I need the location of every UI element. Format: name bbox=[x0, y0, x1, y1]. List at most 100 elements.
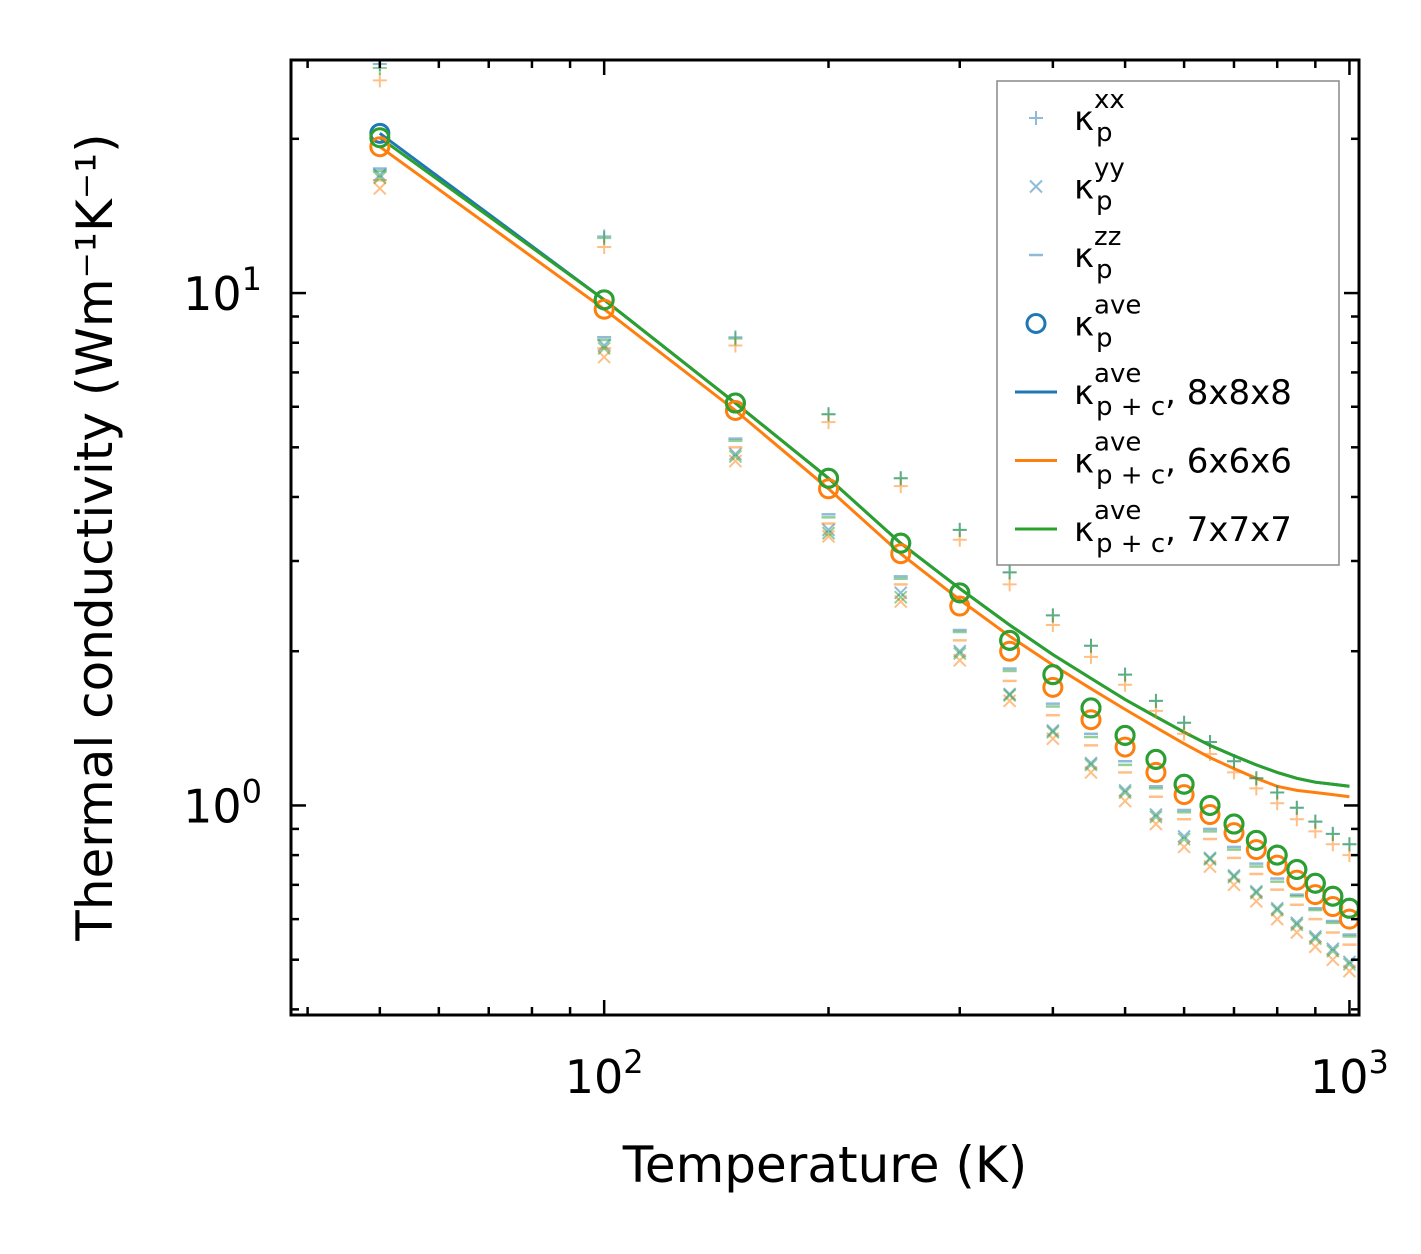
plot-frame bbox=[289, 58, 1361, 1017]
point-kyy-7x7x7-200 bbox=[821, 526, 836, 540]
point-kave-6x6x6-100 bbox=[593, 298, 615, 320]
point-kave-7x7x7-450 bbox=[1080, 697, 1102, 719]
point-kave-7x7x7-150 bbox=[724, 392, 746, 414]
point-kave-7x7x7-550 bbox=[1145, 748, 1167, 770]
point-kxx-7x7x7-950 bbox=[1325, 826, 1340, 841]
point-kyy-6x6x6-250 bbox=[894, 594, 908, 609]
point-kyy-6x6x6-150 bbox=[728, 454, 743, 468]
point-kave-6x6x6-800 bbox=[1266, 854, 1288, 876]
point-kave-6x6x6-600 bbox=[1173, 784, 1195, 806]
point-kave-7x7x7-950 bbox=[1322, 885, 1344, 907]
point-kave-6x6x6-550 bbox=[1145, 761, 1167, 783]
point-kave-7x7x7-200 bbox=[818, 467, 840, 489]
point-kave-6x6x6-650 bbox=[1199, 804, 1221, 826]
point-kyy-7x7x7-850 bbox=[1290, 918, 1304, 932]
point-kxx-7x7x7-450 bbox=[1083, 638, 1098, 653]
point-kyy-7x7x7-250 bbox=[894, 590, 908, 604]
point-kxx-7x7x7-550 bbox=[1148, 693, 1163, 708]
point-kyy-8x8x8-950 bbox=[1326, 942, 1340, 956]
point-kave-6x6x6-700 bbox=[1223, 822, 1245, 844]
point-kave-6x6x6-200 bbox=[818, 478, 840, 500]
point-kxx-7x7x7-200 bbox=[821, 407, 836, 422]
point-kyy-6x6x6-300 bbox=[953, 653, 967, 668]
axis-ticks bbox=[291, 60, 1359, 1015]
point-kyy-7x7x7-550 bbox=[1149, 810, 1163, 824]
legend-entry-3: κave p bbox=[1074, 291, 1141, 354]
point-kyy-7x7x7-150 bbox=[728, 449, 743, 464]
axis-tick-labels: 102 103 100 101 bbox=[183, 260, 1389, 1104]
point-kyy-7x7x7-900 bbox=[1308, 931, 1323, 946]
point-kyy-8x8x8-500 bbox=[1118, 783, 1132, 798]
point-kyy-7x7x7-800 bbox=[1270, 903, 1284, 917]
point-kxx-7x7x7-350 bbox=[1002, 565, 1017, 580]
point-kyy-7x7x7-650 bbox=[1203, 852, 1217, 867]
point-kyy-6x6x6-350 bbox=[1002, 694, 1017, 708]
point-kxx-6x6x6-650 bbox=[1203, 747, 1217, 762]
point-kave-7x7x7-600 bbox=[1173, 773, 1195, 795]
point-kxx-7x7x7-300 bbox=[952, 522, 967, 537]
point-kxx-7x7x7-100 bbox=[597, 231, 612, 246]
point-kave-7x7x7-500 bbox=[1114, 724, 1136, 746]
point-kxx-7x7x7-900 bbox=[1308, 814, 1323, 829]
point-kave-7x7x7-400 bbox=[1042, 664, 1064, 686]
x-tick-label-100: 102 bbox=[565, 1043, 644, 1104]
point-kave-7x7x7-750 bbox=[1245, 829, 1267, 851]
point-kave-6x6x6-300 bbox=[949, 595, 971, 617]
point-kave-7x7x7-850 bbox=[1286, 858, 1308, 880]
y-tick-label-1: 100 bbox=[183, 772, 262, 833]
y-tick-label-10: 101 bbox=[183, 260, 262, 321]
point-kave-6x6x6-50 bbox=[369, 136, 391, 158]
point-kyy-7x7x7-950 bbox=[1326, 944, 1340, 958]
point-kave-6x6x6-400 bbox=[1042, 676, 1064, 698]
point-kxx-7x7x7-1000 bbox=[1342, 837, 1357, 852]
point-kyy-8x8x8-850 bbox=[1290, 916, 1304, 930]
point-kave-6x6x6-350 bbox=[999, 640, 1021, 662]
point-kxx-6x6x6-350 bbox=[1002, 577, 1017, 592]
line-ktotal-7x7x7 bbox=[378, 136, 1350, 788]
point-kxx-7x7x7-850 bbox=[1289, 800, 1304, 815]
point-kyy-7x7x7-300 bbox=[953, 646, 967, 661]
point-kave-7x7x7-250 bbox=[890, 532, 912, 554]
point-kyy-8x8x8-900 bbox=[1308, 929, 1323, 944]
point-kxx-6x6x6-50 bbox=[372, 73, 387, 88]
x-axis-label: Temperature (K) bbox=[622, 1136, 1027, 1194]
point-kave-7x7x7-650 bbox=[1199, 794, 1221, 816]
point-kyy-7x7x7-350 bbox=[1002, 688, 1017, 703]
point-kyy-7x7x7-50 bbox=[373, 170, 387, 185]
legend-entry-2: κzz p bbox=[1074, 222, 1121, 285]
point-kxx-7x7x7-750 bbox=[1249, 771, 1264, 786]
point-kxx-7x7x7-700 bbox=[1226, 754, 1241, 769]
point-kave-6x6x6-750 bbox=[1245, 839, 1267, 861]
point-kyy-8x8x8-550 bbox=[1149, 807, 1163, 822]
point-kave-6x6x6-150 bbox=[724, 399, 746, 421]
point-kave-7x7x7-900 bbox=[1304, 872, 1326, 894]
point-kyy-6x6x6-200 bbox=[821, 529, 836, 544]
point-kyy-6x6x6-50 bbox=[373, 181, 387, 196]
point-kxx-7x7x7-400 bbox=[1045, 608, 1060, 623]
point-kxx-7x7x7-250 bbox=[893, 471, 908, 486]
point-kyy-7x7x7-500 bbox=[1118, 785, 1132, 800]
point-kxx-7x7x7-800 bbox=[1270, 785, 1285, 800]
legend-entry-4: κave p + c, 8x8x8 bbox=[1074, 359, 1292, 422]
point-kave-7x7x7-350 bbox=[999, 629, 1021, 651]
point-kyy-7x7x7-700 bbox=[1227, 870, 1241, 884]
point-kave-6x6x6-500 bbox=[1114, 736, 1136, 758]
legend-entry-0: κxx p bbox=[1074, 85, 1125, 148]
point-kave-7x7x7-50 bbox=[369, 127, 391, 149]
point-kave-6x6x6-450 bbox=[1080, 709, 1102, 731]
legend-handle-1 bbox=[1029, 179, 1043, 194]
point-kyy-7x7x7-450 bbox=[1084, 758, 1098, 772]
legend-handle-0 bbox=[1029, 111, 1043, 125]
point-kave-6x6x6-250 bbox=[890, 543, 912, 565]
legend-entry-1: κyy p bbox=[1074, 154, 1125, 217]
point-kyy-8x8x8-750 bbox=[1249, 884, 1264, 898]
line-ktotal-6x6x6 bbox=[378, 145, 1350, 799]
point-kyy-7x7x7-600 bbox=[1177, 832, 1191, 846]
y-axis-label: Thermal conductivity (Wm⁻¹K⁻¹) bbox=[66, 133, 124, 941]
point-kyy-7x7x7-100 bbox=[597, 341, 611, 356]
point-kyy-6x6x6-1000 bbox=[1342, 964, 1357, 978]
point-kyy-6x6x6-400 bbox=[1046, 731, 1060, 746]
point-kyy-7x7x7-750 bbox=[1249, 886, 1264, 900]
